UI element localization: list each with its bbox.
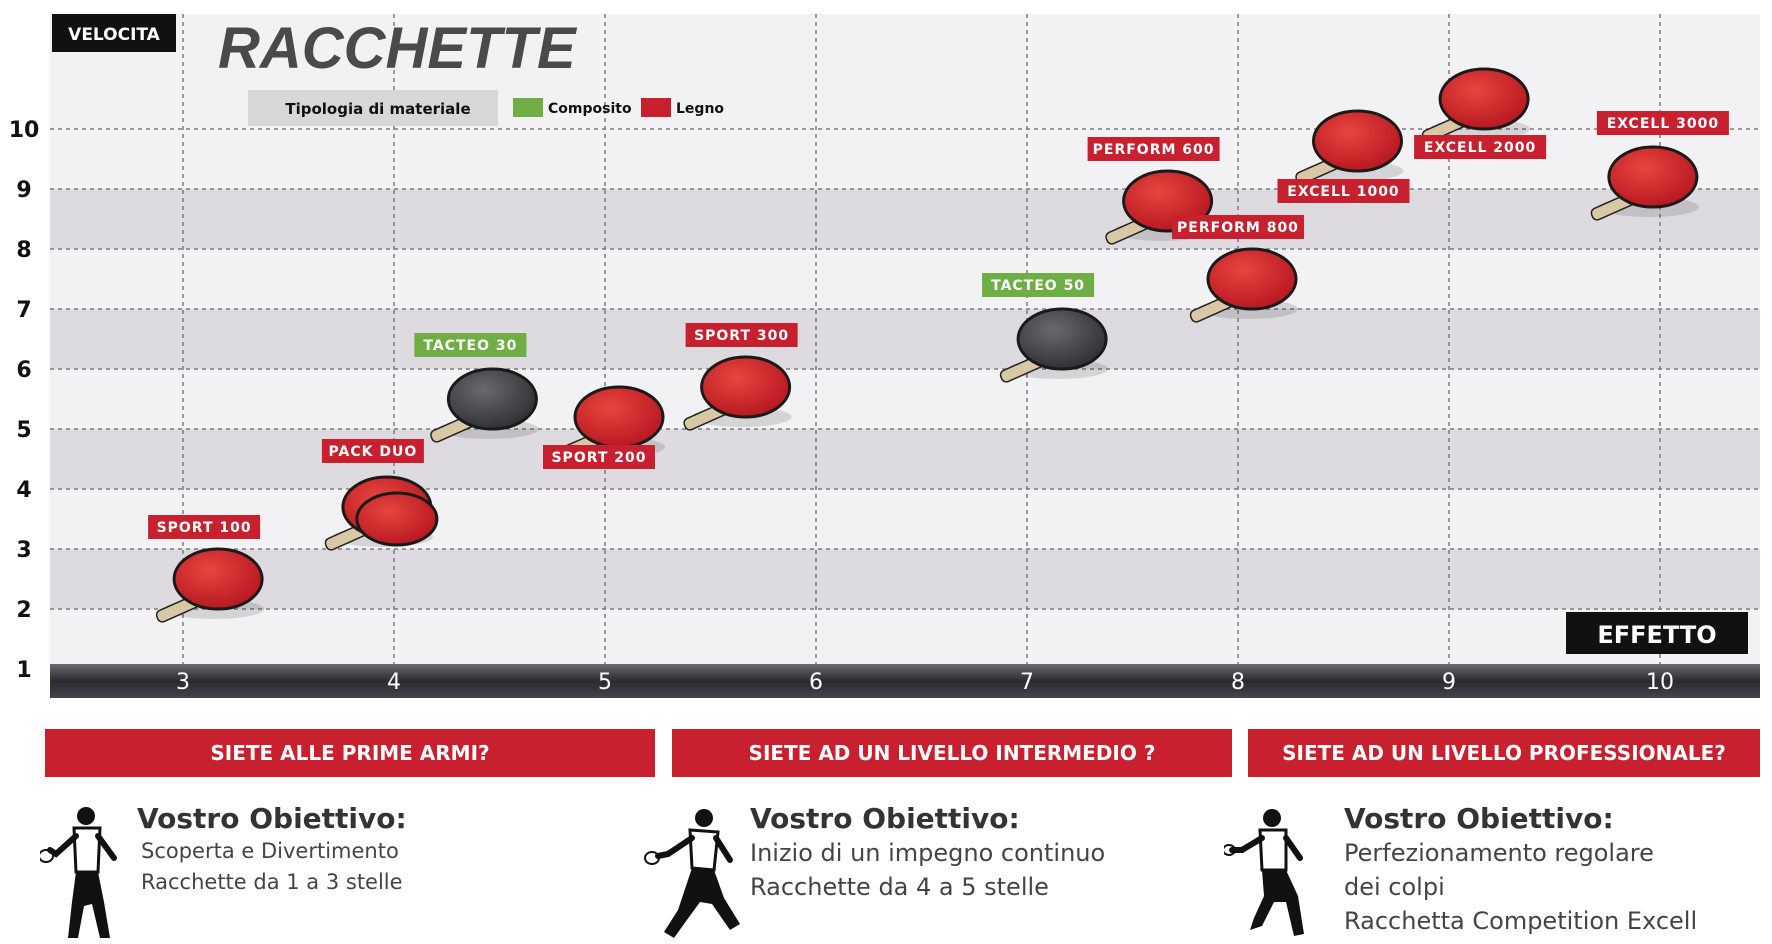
racket-blade-second: [355, 491, 439, 547]
label-tacteo-30: TACTEO 30: [423, 338, 517, 354]
x-tick-3: 3: [176, 670, 190, 695]
x-axis-badge: [1566, 612, 1748, 654]
y-tick-7: 7: [16, 298, 31, 323]
label-bg-excell-2000: [1414, 135, 1547, 159]
y-tick-1: 1: [16, 658, 31, 683]
label-bg-tacteo-50: [982, 273, 1095, 297]
x-tick-10: 10: [1646, 670, 1674, 695]
racket-blade: [700, 355, 792, 419]
player-icon-intermediate: [644, 809, 740, 938]
label-bg-sport-300: [685, 323, 798, 347]
legend-title: Tipologia di materiale: [285, 100, 470, 118]
x-axis-ticks: 3 4 5 6 7 8 9 10: [176, 670, 1674, 695]
racket-pack-duo: [324, 475, 439, 551]
racket-tacteo-50: [999, 307, 1109, 383]
racket-blade: [446, 367, 538, 431]
band-6: [50, 309, 1760, 369]
player-icon-professional: [1224, 809, 1304, 936]
label-excell-1000: EXCELL 1000: [1287, 184, 1399, 200]
goal-line-intermediate-2: Racchette da 4 a 5 stelle: [750, 873, 1049, 901]
label-excell-2000: EXCELL 2000: [1424, 140, 1536, 156]
label-bg-perform-600: [1087, 137, 1220, 161]
label-pack-duo: PACK DUO: [329, 444, 418, 460]
goal-line-intermediate-1: Inizio di un impegno continuo: [750, 839, 1106, 867]
label-bg-pack-duo: [321, 439, 424, 463]
racket-labels: TACTEO 30 TACTEO 50 SPORT 100 PACK DUO SPORT…: [148, 111, 1729, 539]
x-tick-7: 7: [1020, 670, 1034, 695]
goal-beginner: Vostro Obiettivo: Scoperta e Divertiment…: [137, 802, 407, 898]
racket-excell-1000: [1295, 109, 1404, 185]
label-excell-3000: EXCELL 3000: [1607, 116, 1719, 132]
y-tick-4: 4: [16, 478, 31, 503]
x-tick-8: 8: [1231, 670, 1245, 695]
goal-heading-intermediate: Vostro Obiettivo:: [750, 802, 1020, 835]
legend-title-box: [248, 90, 498, 126]
x-axis-bar: [50, 664, 1760, 698]
label-sport-100: SPORT 100: [157, 520, 252, 536]
level-banner-intermediate: SIETE AD UN LIVELLO INTERMEDIO ?: [672, 729, 1232, 777]
goal-heading-professional: Vostro Obiettivo:: [1344, 802, 1614, 835]
goal-line-beginner-1: Scoperta e Divertimento: [141, 839, 399, 863]
legend-swatch-legno: [641, 98, 671, 117]
label-bg-sport-200: [543, 445, 655, 469]
x-tick-4: 4: [387, 670, 401, 695]
page-title: RACCHETTE: [218, 16, 578, 81]
label-bg-tacteo-30: [414, 333, 527, 357]
goal-intermediate: Vostro Obiettivo: Inizio di un impegno c…: [750, 802, 1105, 904]
level-banner-beginner: SIETE ALLE PRIME ARMI?: [45, 729, 655, 777]
label-sport-200: SPORT 200: [551, 450, 646, 466]
racket-perform-800: [1189, 247, 1298, 323]
y-axis-ticks: 1 2 3 4 5 6 7 8 9 10: [9, 118, 40, 683]
racket-blade: [573, 385, 665, 449]
racket-excell-3000: [1590, 145, 1699, 221]
x-tick-6: 6: [809, 670, 823, 695]
y-tick-5: 5: [16, 418, 31, 443]
y-tick-2: 2: [16, 598, 31, 623]
band-4: [50, 429, 1760, 489]
racket-excell-2000: [1421, 67, 1531, 143]
alternating-bands: [50, 189, 1760, 609]
racket-blade: [1438, 67, 1530, 131]
y-tick-8: 8: [16, 238, 31, 263]
legend-swatch-composito: [513, 98, 543, 117]
legend-label-legno: Legno: [676, 101, 724, 117]
y-tick-10: 10: [9, 118, 40, 143]
racket-blade: [1607, 145, 1699, 209]
goal-line-professional-2: dei colpi: [1344, 873, 1445, 901]
racket-tacteo-30: [430, 367, 539, 443]
label-bg-excell-1000: [1277, 179, 1410, 203]
goal-heading-beginner: Vostro Obiettivo:: [137, 802, 407, 835]
player-icon-beginner: [40, 807, 117, 938]
legend-label-composito: Composito: [548, 101, 632, 117]
label-bg-sport-100: [148, 515, 261, 539]
racket-blade: [1312, 109, 1403, 173]
y-axis-badge: [52, 14, 176, 52]
label-perform-800: PERFORM 800: [1177, 220, 1299, 236]
x-tick-5: 5: [598, 670, 612, 695]
racket-sport-300: [683, 355, 792, 431]
y-axis-badge-text: VELOCITA: [68, 25, 161, 45]
y-tick-6: 6: [16, 358, 31, 383]
band-8: [50, 189, 1760, 249]
x-tick-9: 9: [1442, 670, 1456, 695]
label-tacteo-50: TACTEO 50: [991, 278, 1085, 294]
racket-blade: [1206, 247, 1298, 311]
goal-professional: Vostro Obiettivo: Perfezionamento regola…: [1344, 802, 1697, 938]
racket-chart: 3 4 5 6 7 8 9 10 1 2 3 4 5 6 7 8 9 10 VELOCITA RACCHETTE…: [9, 14, 1760, 698]
racket-sport-100: [155, 547, 265, 623]
goal-line-beginner-2: Racchette da 1 a 3 stelle: [141, 870, 403, 894]
label-bg-excell-3000: [1596, 111, 1729, 135]
racket-blade: [172, 547, 264, 611]
label-perform-600: PERFORM 600: [1093, 142, 1215, 158]
label-sport-300: SPORT 300: [694, 328, 789, 344]
x-axis-badge-text: EFFETTO: [1597, 621, 1716, 649]
y-tick-9: 9: [16, 178, 31, 203]
y-tick-3: 3: [16, 538, 31, 563]
racket-blade: [1016, 307, 1108, 371]
label-bg-perform-800: [1172, 215, 1304, 239]
goal-line-professional-3: Racchetta Competition Excell: [1344, 907, 1698, 935]
level-banner-professional: SIETE AD UN LIVELLO PROFESSIONALE?: [1248, 729, 1760, 777]
band-2: [50, 549, 1760, 609]
goal-line-professional-1: Perfezionamento regolare: [1344, 839, 1654, 867]
